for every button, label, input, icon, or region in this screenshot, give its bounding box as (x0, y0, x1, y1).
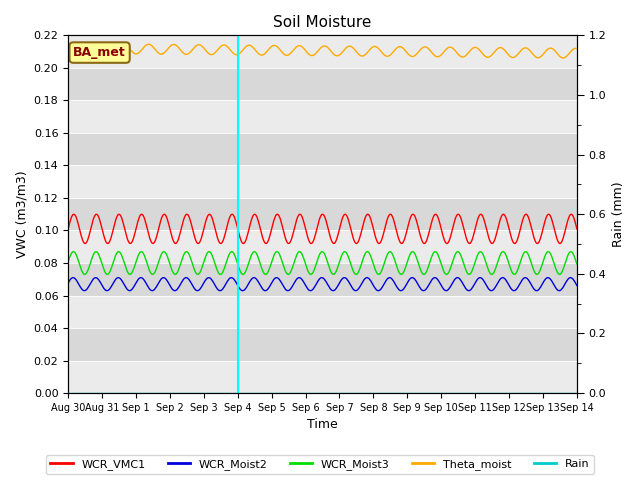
Y-axis label: Rain (mm): Rain (mm) (612, 181, 625, 247)
Rain (398, 390, 406, 396)
Line: WCR_Moist3: WCR_Moist3 (68, 252, 577, 275)
Rain (573, 390, 580, 396)
WCR_Moist2 (461, 285, 469, 291)
Theta_moist (226, 47, 234, 52)
Rain (64, 390, 72, 396)
WCR_Moist2 (573, 283, 580, 288)
WCR_VMC1 (524, 214, 532, 219)
Theta_moist (399, 45, 407, 51)
Rain (225, 390, 233, 396)
Line: WCR_VMC1: WCR_VMC1 (68, 214, 577, 243)
WCR_VMC1 (307, 240, 315, 246)
Line: Theta_moist: Theta_moist (68, 44, 577, 58)
Theta_moist (189, 46, 197, 51)
WCR_Moist2 (400, 286, 408, 292)
Text: BA_met: BA_met (73, 46, 126, 59)
WCR_VMC1 (138, 211, 145, 217)
Bar (68, 328, 577, 360)
Bar (68, 100, 577, 133)
WCR_Moist2 (209, 277, 216, 283)
Y-axis label: VWC (m3/m3): VWC (m3/m3) (15, 170, 28, 258)
Bar (68, 198, 577, 230)
Theta_moist (461, 53, 468, 59)
X-axis label: Time: Time (307, 419, 338, 432)
Theta_moist (69, 41, 77, 47)
Title: Soil Moisture: Soil Moisture (273, 15, 372, 30)
WCR_VMC1 (189, 229, 197, 235)
Bar (68, 36, 577, 68)
WCR_Moist2 (524, 276, 532, 282)
Rain (208, 390, 216, 396)
Rain (460, 390, 468, 396)
WCR_Moist3 (573, 261, 580, 267)
WCR_Moist3 (226, 251, 234, 256)
WCR_VMC1 (461, 233, 469, 239)
WCR_Moist3 (461, 266, 469, 272)
Bar (68, 166, 577, 198)
Theta_moist (573, 46, 580, 51)
Bar (68, 263, 577, 296)
WCR_Moist3 (189, 264, 197, 270)
WCR_Moist3 (148, 272, 156, 277)
WCR_Moist3 (524, 252, 532, 257)
Bar (68, 68, 577, 100)
Theta_moist (524, 46, 531, 51)
WCR_VMC1 (400, 239, 408, 244)
Bar (68, 360, 577, 393)
WCR_VMC1 (209, 216, 216, 221)
Line: WCR_Moist2: WCR_Moist2 (68, 277, 577, 291)
Legend: WCR_VMC1, WCR_Moist2, WCR_Moist3, Theta_moist, Rain: WCR_VMC1, WCR_Moist2, WCR_Moist3, Theta_… (46, 455, 594, 474)
WCR_VMC1 (226, 215, 234, 220)
Bar (68, 296, 577, 328)
WCR_Moist3 (318, 249, 326, 254)
WCR_Moist2 (64, 280, 72, 286)
WCR_Moist3 (209, 253, 216, 259)
Bar (68, 133, 577, 166)
Theta_moist (64, 44, 72, 50)
WCR_VMC1 (64, 226, 72, 232)
Rain (523, 390, 531, 396)
WCR_Moist2 (226, 276, 234, 281)
WCR_VMC1 (573, 226, 580, 232)
WCR_Moist2 (137, 275, 145, 280)
WCR_Moist3 (400, 269, 408, 275)
WCR_Moist2 (307, 288, 314, 294)
Bar (68, 230, 577, 263)
WCR_Moist2 (189, 284, 197, 290)
Rain (189, 390, 196, 396)
WCR_Moist3 (64, 259, 72, 265)
Theta_moist (209, 52, 216, 58)
Theta_moist (559, 55, 567, 61)
